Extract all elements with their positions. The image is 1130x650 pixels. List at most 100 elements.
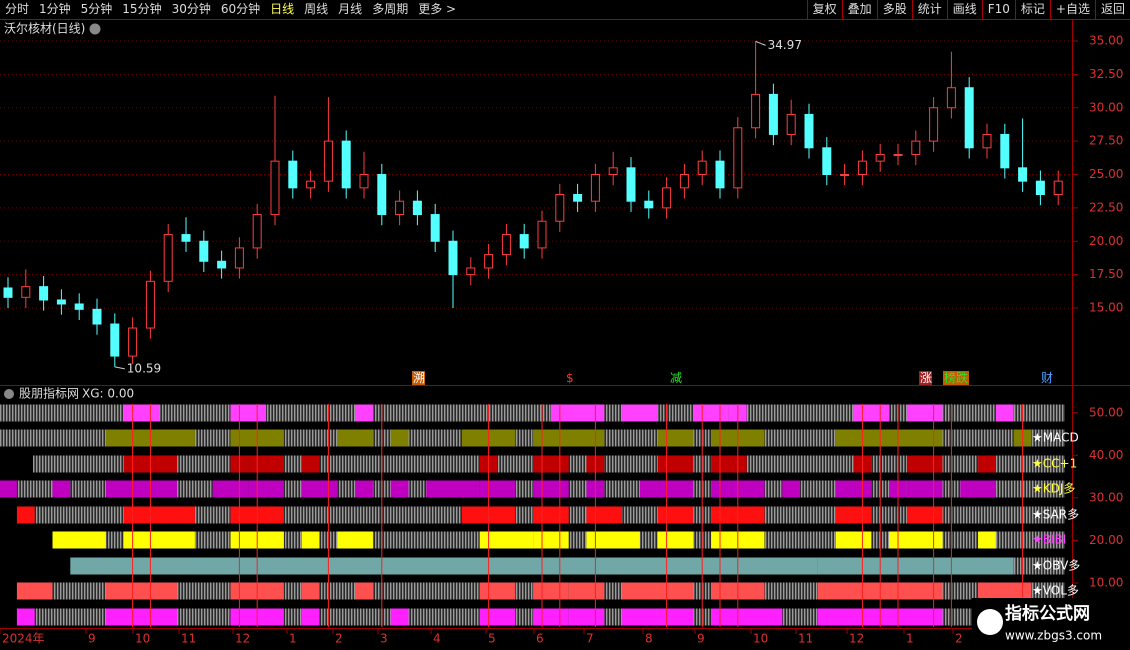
signal-segment: [390, 608, 409, 626]
toolbar-button[interactable]: 统计: [911, 0, 947, 19]
signal-segment: [479, 531, 534, 549]
signal-segment: [301, 531, 320, 549]
signal-segment: [835, 506, 872, 524]
time-label: 5: [488, 632, 496, 646]
event-marker[interactable]: 榜跌: [944, 370, 968, 385]
signal-segment: [533, 455, 569, 473]
candle-body: [306, 180, 316, 189]
toolbar-button[interactable]: 多周期: [372, 2, 409, 16]
candle-body: [857, 160, 867, 175]
event-marker[interactable]: 涨: [920, 370, 932, 385]
candle-body: [804, 113, 814, 149]
signal-segment: [817, 557, 1014, 575]
signal-segment: [337, 429, 373, 447]
time-label: 8: [645, 632, 653, 646]
y-tick-label: 27.50: [1089, 134, 1123, 148]
signal-segment: [675, 455, 694, 473]
toolbar-button[interactable]: 5分钟: [80, 2, 113, 16]
watermark-title: 指标公式网: [1005, 603, 1090, 624]
toolbar-button[interactable]: 30分钟: [171, 2, 211, 16]
panel-dropdown[interactable]: [4, 389, 14, 399]
toolbar-button[interactable]: 月线: [338, 2, 363, 16]
signal-segment: [835, 531, 872, 549]
toolbar-button[interactable]: 周线: [304, 2, 329, 16]
signal-segment: [533, 480, 569, 498]
y-tick-label: 40.00: [1089, 448, 1123, 462]
toolbar-button[interactable]: 叠加: [841, 0, 877, 19]
candle-body: [323, 140, 333, 182]
candle-body: [715, 160, 725, 189]
event-marker-bg: [412, 371, 425, 385]
signal-segment: [889, 531, 943, 549]
toolbar-button[interactable]: 分时: [5, 2, 30, 16]
signal-segment: [533, 506, 569, 524]
signal-segment: [906, 455, 943, 473]
toolbar-button[interactable]: 多股: [876, 0, 912, 19]
signal-segment: [906, 506, 943, 524]
signal-segment: [337, 531, 373, 549]
time-label: 6: [536, 632, 544, 646]
candle-body: [56, 299, 66, 305]
toolbar-button[interactable]: 画线: [946, 0, 982, 19]
signal-segment: [764, 608, 783, 626]
candle-body: [822, 147, 832, 176]
candle-body: [234, 247, 244, 269]
signal-segment: [390, 480, 409, 498]
signal-segment: [782, 480, 801, 498]
toolbar-button[interactable]: 标记: [1014, 0, 1050, 19]
toolbar-button[interactable]: +自选: [1049, 0, 1095, 19]
panel-subtitle: XG: 0.00: [82, 387, 134, 401]
strip-base: [0, 404, 1065, 422]
time-label: 1: [906, 632, 914, 646]
y-tick-label: 17.50: [1089, 267, 1123, 281]
toolbar-button[interactable]: 更多 >: [418, 2, 457, 16]
watermark-url: www.zbgs3.com: [1005, 629, 1102, 643]
event-marker[interactable]: 减: [670, 371, 682, 385]
y-tick-label: 25.00: [1089, 167, 1123, 181]
event-marker[interactable]: 财: [1041, 371, 1053, 385]
candle-body: [1000, 133, 1010, 169]
toolbar-button[interactable]: 60分钟: [220, 2, 261, 16]
signal-segment: [568, 582, 605, 600]
signal-segment: [586, 531, 640, 549]
candle-body: [768, 93, 778, 135]
candle-body: [751, 93, 761, 129]
candle-body: [252, 214, 262, 249]
high-pointer: [755, 40, 766, 46]
signal-segment: [657, 429, 694, 447]
candle-body: [92, 308, 102, 325]
toolbar-button[interactable]: 1分钟: [39, 2, 71, 16]
toolbar-button[interactable]: F10: [981, 0, 1015, 19]
toolbar-button[interactable]: 日线: [270, 2, 295, 16]
candle-body: [946, 87, 956, 109]
candle-body: [412, 200, 422, 216]
candle-body: [288, 160, 298, 189]
time-label: 10: [753, 632, 768, 646]
signal-segment: [835, 429, 943, 447]
candle-body: [430, 214, 440, 242]
y-tick-label: 10.00: [1089, 575, 1123, 589]
signal-segment: [639, 557, 818, 575]
signal-segment: [817, 582, 890, 600]
toolbar-button[interactable]: 复权: [806, 0, 842, 19]
signal-segment: [16, 608, 35, 626]
signal-segment: [978, 582, 1032, 600]
watermark-logo: [977, 609, 1003, 635]
time-label: 10: [135, 632, 150, 646]
event-marker[interactable]: 溯: [413, 370, 425, 385]
time-label: 2024年: [2, 632, 45, 646]
signal-segment: [835, 480, 872, 498]
toolbar-button[interactable]: 返回: [1094, 0, 1130, 19]
signal-segment: [426, 557, 640, 575]
strip-label: ★SAR多: [1032, 508, 1079, 522]
y-tick-label: 15.00: [1089, 301, 1123, 315]
signal-segment: [711, 455, 747, 473]
low-label: 10.59: [127, 361, 161, 375]
candle-body: [3, 287, 13, 298]
toolbar-button[interactable]: 15分钟: [122, 2, 162, 16]
y-tick-label: 50.00: [1089, 405, 1123, 419]
event-marker[interactable]: $: [566, 371, 574, 385]
candle-body: [110, 323, 120, 357]
title-dropdown[interactable]: [89, 23, 101, 35]
candle-body: [929, 107, 939, 142]
